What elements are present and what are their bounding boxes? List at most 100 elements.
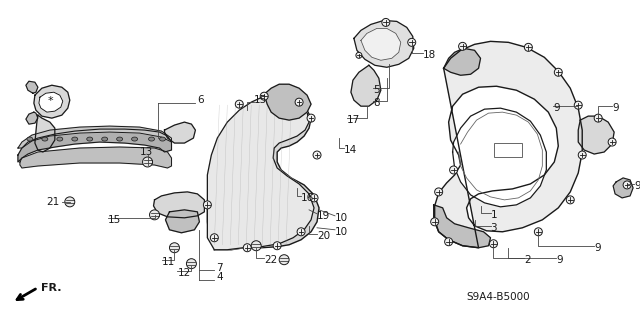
Text: 15: 15 [108,215,121,225]
Polygon shape [264,84,311,120]
Circle shape [236,100,243,108]
Circle shape [170,243,179,253]
Text: 8: 8 [373,98,380,108]
Polygon shape [35,115,55,152]
Text: 10: 10 [335,227,348,237]
Text: 19: 19 [317,211,330,221]
Polygon shape [154,192,204,218]
Text: 6: 6 [197,95,204,105]
Text: 11: 11 [161,257,175,267]
Text: 12: 12 [177,268,191,278]
Circle shape [143,157,152,167]
Polygon shape [164,122,195,143]
Circle shape [313,151,321,159]
Ellipse shape [148,137,154,141]
Polygon shape [18,129,172,162]
Circle shape [450,166,458,174]
Circle shape [356,52,362,58]
Text: 1: 1 [490,210,497,220]
Ellipse shape [72,137,78,141]
Text: 5: 5 [373,85,380,95]
Text: 7: 7 [216,263,223,273]
Circle shape [431,218,438,226]
Bar [495,143,522,157]
Polygon shape [26,112,38,124]
Circle shape [594,114,602,122]
Text: 9: 9 [554,103,560,113]
Polygon shape [613,178,633,198]
Ellipse shape [116,137,123,141]
Circle shape [578,151,586,159]
Circle shape [608,138,616,146]
Text: *: * [48,96,54,106]
Text: 17: 17 [347,115,360,125]
Polygon shape [34,85,70,118]
Circle shape [524,43,532,51]
Circle shape [382,19,390,26]
Polygon shape [351,65,381,106]
Polygon shape [578,116,614,154]
Text: 15: 15 [254,95,268,105]
Text: 20: 20 [317,231,330,241]
Polygon shape [26,81,38,93]
Circle shape [211,234,218,242]
Text: 2: 2 [524,255,531,265]
Ellipse shape [42,137,48,141]
Text: 10: 10 [335,213,348,223]
Circle shape [65,197,75,207]
Circle shape [295,98,303,106]
Text: 14: 14 [344,145,357,155]
Circle shape [408,38,416,46]
Text: 18: 18 [422,50,436,60]
Ellipse shape [102,137,108,141]
Text: S9A4-B5000: S9A4-B5000 [467,292,530,301]
Text: 16: 16 [301,193,314,203]
Polygon shape [452,108,547,207]
Circle shape [534,228,542,236]
Text: 22: 22 [264,255,278,265]
Circle shape [186,259,196,269]
Text: 9: 9 [594,243,601,253]
Polygon shape [435,41,582,248]
Circle shape [574,101,582,109]
Ellipse shape [57,137,63,141]
Polygon shape [444,48,481,75]
Circle shape [243,244,252,252]
Circle shape [307,114,315,122]
Polygon shape [434,205,490,248]
Circle shape [459,42,467,50]
Text: 21: 21 [47,197,60,207]
Ellipse shape [27,137,33,141]
Ellipse shape [132,137,138,141]
Circle shape [260,92,268,100]
Polygon shape [361,28,401,60]
Circle shape [554,68,563,76]
Ellipse shape [87,137,93,141]
Circle shape [252,241,261,251]
Polygon shape [39,92,63,112]
Text: 3: 3 [490,223,497,233]
Circle shape [445,238,452,246]
Ellipse shape [159,137,166,141]
Circle shape [435,188,443,196]
Circle shape [623,181,631,189]
Circle shape [150,210,159,220]
Text: FR.: FR. [41,283,61,293]
Polygon shape [166,210,200,233]
Polygon shape [18,126,172,148]
Text: 9: 9 [612,103,619,113]
Text: 13: 13 [140,147,153,157]
Polygon shape [207,94,314,250]
Circle shape [204,201,211,209]
Circle shape [273,242,281,250]
Circle shape [297,228,305,236]
Circle shape [490,240,497,248]
Text: 9: 9 [634,181,640,191]
Polygon shape [207,107,319,250]
Circle shape [279,255,289,265]
Circle shape [310,194,318,202]
Text: 9: 9 [556,255,563,265]
Polygon shape [354,20,413,67]
Circle shape [566,196,574,204]
Polygon shape [20,147,172,168]
